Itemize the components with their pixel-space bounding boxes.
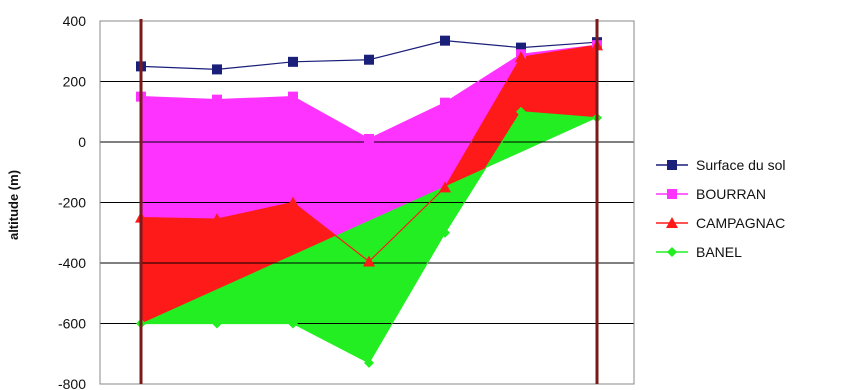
plot-border <box>99 20 635 385</box>
point-surface-du-sol <box>364 54 374 65</box>
y-tick-label: -600 <box>58 316 86 332</box>
point-bourran <box>364 133 374 144</box>
fill-banel <box>141 111 597 363</box>
point-banel <box>212 318 222 329</box>
point-bourran <box>212 94 222 105</box>
point-surface-du-sol <box>212 64 222 75</box>
y-tick-label: 200 <box>63 74 87 90</box>
point-campagnac <box>363 255 375 267</box>
legend-marker <box>667 160 677 170</box>
point-banel <box>440 227 450 238</box>
point-bourran <box>288 91 298 102</box>
point-banel <box>516 106 526 117</box>
legend-marker <box>667 189 677 199</box>
y-axis-ticks: 400 200 0 -200 -400 -600 -800 <box>58 13 86 390</box>
legend-label: BOURRAN <box>696 186 766 202</box>
plot-frame <box>99 19 635 385</box>
point-banel <box>288 318 298 329</box>
y-tick-label: -800 <box>58 376 86 390</box>
point-banel <box>364 357 374 368</box>
y-tick-label: 0 <box>78 134 86 150</box>
legend-marker <box>667 247 677 257</box>
y-axis-title: altitude (m) <box>6 170 21 240</box>
point-surface-du-sol <box>288 56 298 67</box>
legend-label: BANEL <box>696 244 742 260</box>
point-campagnac <box>439 181 451 193</box>
fill-bourran <box>141 45 597 262</box>
layer-fills <box>141 45 597 363</box>
point-surface-du-sol <box>516 42 526 53</box>
legend: Surface du sol BOURRAN CAMPAGNAC BANEL <box>656 157 786 260</box>
point-campagnac <box>515 51 527 63</box>
legend-label: CAMPAGNAC <box>696 215 785 231</box>
point-surface-du-sol <box>440 35 450 46</box>
y-tick-label: -200 <box>58 195 86 211</box>
legend-marker <box>666 217 678 228</box>
y-tick-label: 400 <box>63 13 87 29</box>
y-tick-label: -400 <box>58 255 86 271</box>
point-bourran <box>440 97 450 108</box>
point-campagnac <box>211 213 223 225</box>
legend-label: Surface du sol <box>696 157 786 173</box>
point-campagnac <box>287 196 299 208</box>
